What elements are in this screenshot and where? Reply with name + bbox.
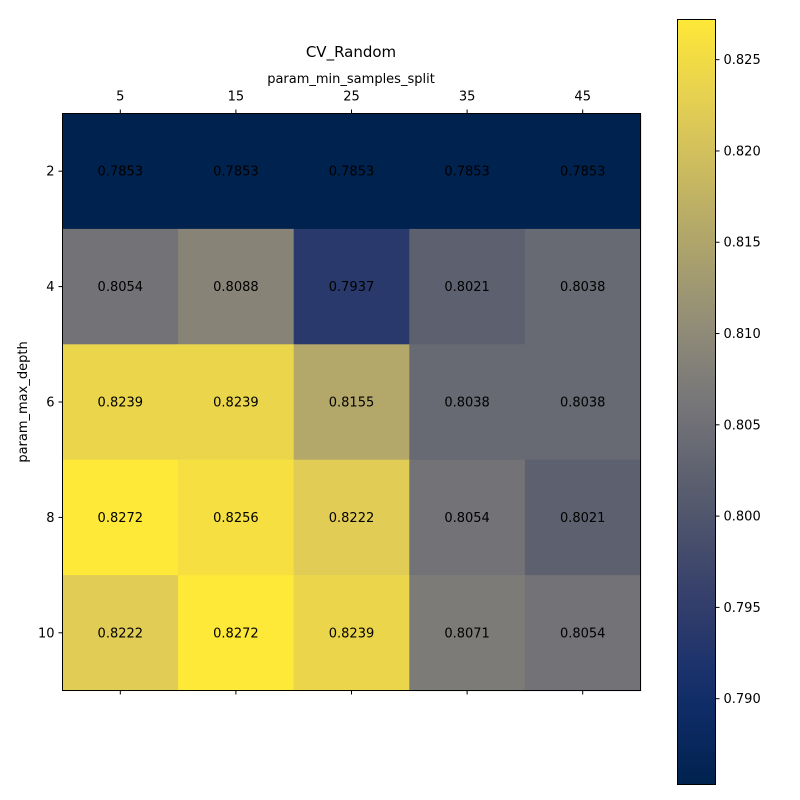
cell-value-label: 0.7853 (560, 165, 606, 180)
cell-value-label: 0.8038 (560, 396, 606, 411)
heatmap-cell (293, 344, 410, 461)
cell-value-label: 0.7853 (213, 165, 259, 180)
heatmap-cell (178, 228, 295, 345)
colorbar-tick-label: 0.820 (724, 144, 761, 159)
heatmap-cells (62, 113, 642, 692)
y-tick-label: 8 (46, 511, 54, 526)
heatmap-cell (524, 575, 642, 692)
y-tick-label: 6 (46, 396, 54, 411)
chart-title: CV_Random (306, 43, 396, 62)
y-tick-label: 4 (46, 280, 54, 295)
cell-value-label: 0.8054 (560, 626, 606, 641)
heatmap-cell (409, 228, 526, 345)
cell-value-label: 0.8054 (444, 511, 490, 526)
cell-value-label: 0.8038 (560, 280, 606, 295)
heatmap-cell (178, 113, 295, 230)
x-axis-label: param_min_samples_split (267, 72, 435, 87)
heatmap-cell (524, 459, 642, 576)
heatmap-cell (524, 228, 642, 345)
cell-value-label: 0.8021 (444, 280, 490, 295)
cell-value-label: 0.8272 (213, 626, 259, 641)
cell-value-label: 0.8239 (329, 626, 375, 641)
cell-value-label: 0.7853 (329, 165, 375, 180)
colorbar-tick-label: 0.805 (724, 418, 761, 433)
cell-value-label: 0.8021 (560, 511, 606, 526)
heatmap-cell (524, 113, 642, 230)
colorbar-tick-label: 0.800 (724, 510, 761, 525)
cell-value-label: 0.8256 (213, 511, 259, 526)
cell-value-labels: 0.7853 0.7853 0.7853 0.7853 0.7853 0.8054 0.80… (98, 165, 606, 642)
x-tick-label: 15 (228, 90, 245, 105)
heatmap-cell (178, 344, 295, 461)
cell-value-label: 0.7853 (444, 165, 490, 180)
x-tick-label: 35 (459, 90, 476, 105)
colorbar (677, 19, 716, 785)
x-axis-ticks: 5 15 25 35 45 (116, 90, 591, 695)
colorbar-tick-label: 0.825 (724, 53, 761, 68)
heatmap-cell (409, 344, 526, 461)
heatmap-cell (293, 575, 410, 692)
colorbar-tick-label: 0.790 (724, 692, 761, 707)
cell-value-label: 0.8272 (98, 511, 144, 526)
heatmap-cell (293, 113, 410, 230)
heatmap-cell (409, 113, 526, 230)
x-tick-label: 5 (116, 90, 124, 105)
heatmap-cell (62, 344, 179, 461)
y-axis-label: param_max_depth (16, 341, 31, 462)
cell-value-label: 0.8038 (444, 396, 490, 411)
cell-value-label: 0.8222 (329, 511, 375, 526)
cell-value-label: 0.8088 (213, 280, 259, 295)
x-tick-label: 25 (343, 90, 360, 105)
x-tick-label: 45 (574, 90, 591, 105)
y-tick-label: 2 (46, 165, 54, 180)
heatmap-cell (524, 344, 642, 461)
heatmap-cell (62, 575, 179, 692)
heatmap-cell (293, 228, 410, 345)
heatmap-cell (293, 459, 410, 576)
cell-value-label: 0.7853 (98, 165, 144, 180)
colorbar-tick-label: 0.810 (724, 327, 761, 342)
cell-value-label: 0.8071 (444, 626, 490, 641)
heatmap-cell (409, 459, 526, 576)
cell-value-label: 0.7937 (329, 280, 375, 295)
cell-value-label: 0.8239 (213, 396, 259, 411)
heatmap-cell (62, 228, 179, 345)
cell-value-label: 0.8239 (98, 396, 144, 411)
colorbar-ticks: 0.790 0.795 0.800 0.805 0.810 0.815 0.820 0.825 (715, 53, 761, 707)
cell-value-label: 0.8155 (329, 396, 375, 411)
y-tick-label: 10 (38, 626, 55, 641)
y-axis-ticks: 2 4 6 8 10 (38, 165, 63, 641)
heatmap-cell (62, 113, 179, 230)
heatmap-cell (178, 459, 295, 576)
cell-value-label: 0.8222 (98, 626, 144, 641)
colorbar-tick-label: 0.795 (724, 601, 761, 616)
heatmap-cell (178, 575, 295, 692)
colorbar-tick-label: 0.815 (724, 236, 761, 251)
cell-value-label: 0.8054 (98, 280, 144, 295)
heatmap-cell (62, 459, 179, 576)
heatmap-cell (409, 575, 526, 692)
